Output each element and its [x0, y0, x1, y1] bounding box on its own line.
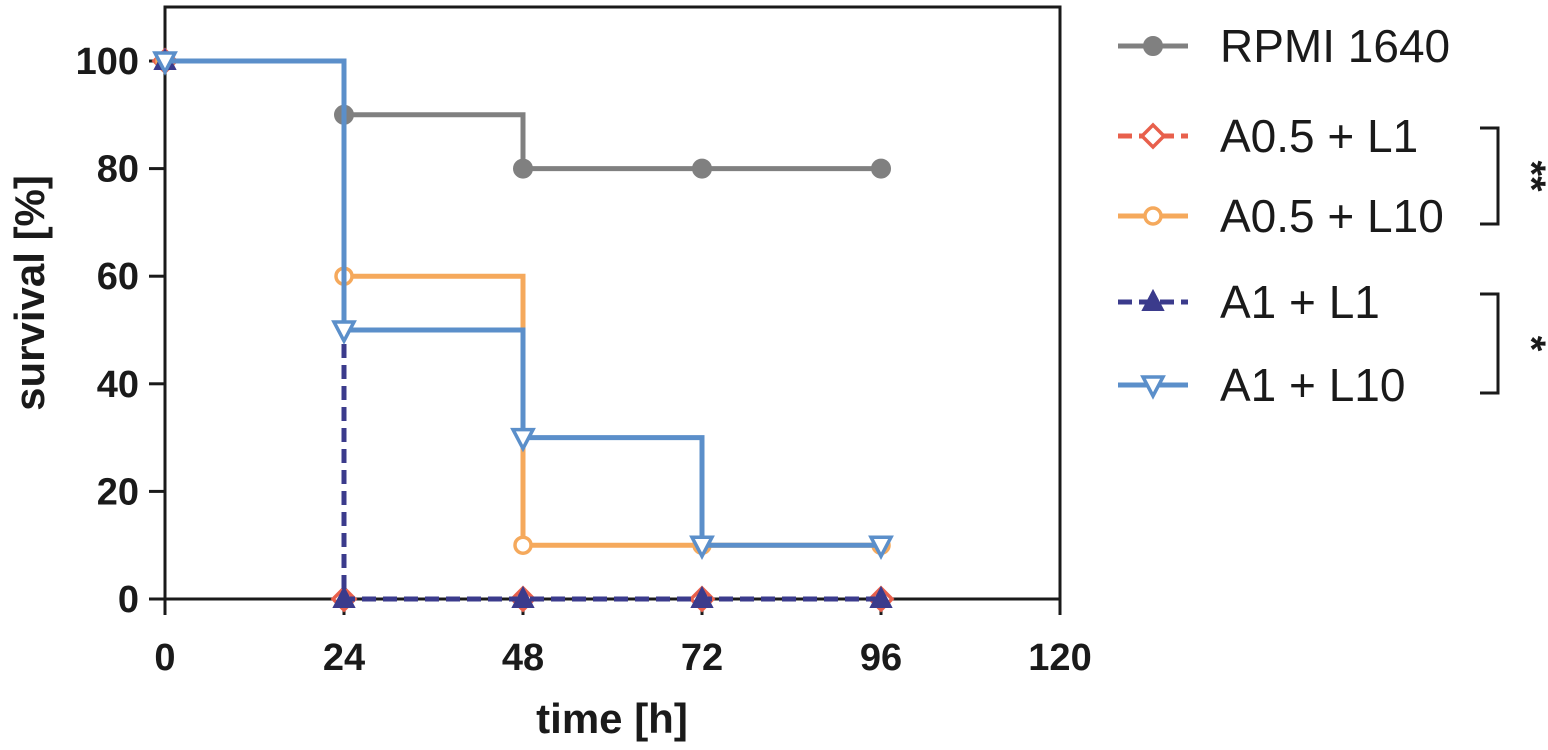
- legend-item-a0-5-l10: A0.5 + L10: [1118, 190, 1444, 242]
- point-a1-l10-24: [331, 320, 357, 345]
- y-tick-label-20: 20: [97, 471, 139, 513]
- point-a1-l10-72: [689, 535, 715, 560]
- legend-label-a1-l1: A1 + L1: [1220, 276, 1380, 328]
- y-tick-label-80: 80: [97, 149, 139, 191]
- legend-marker-a1-l10: [1140, 375, 1166, 400]
- series-a1-l10: [152, 51, 894, 560]
- point-a1-l1-24: [332, 585, 356, 608]
- point-rpmi-1640-96: [871, 158, 891, 179]
- x-tick-label-96: 96: [860, 637, 902, 679]
- x-axis: 0 24 48 72 96 120: [154, 599, 1092, 679]
- sig-bracket-single: [1480, 292, 1500, 395]
- y-axis-title: survival [%]: [6, 175, 53, 411]
- sig-label-double: **: [1509, 160, 1548, 192]
- series-layer: [151, 47, 895, 613]
- legend-item-a0-5-l1: A0.5 + L1: [1118, 110, 1418, 162]
- x-tick-label-48: 48: [502, 637, 544, 679]
- sig-label-single: *: [1509, 336, 1548, 352]
- x-axis-title: time [h]: [536, 695, 688, 742]
- legend-marker-a0-5-l1: [1139, 122, 1167, 150]
- point-a1-l1-96: [869, 585, 893, 608]
- point-a1-l10-0: [152, 51, 178, 76]
- legend-item-a1-l1: A1 + L1: [1118, 276, 1380, 328]
- legend-marker-a0-5-l10: [1143, 206, 1163, 226]
- series-line-rpmi-1640: [165, 58, 881, 172]
- legend-marker-rpmi-1640: [1143, 36, 1163, 56]
- legend-label-a0-5-l10: A0.5 + L10: [1220, 190, 1444, 242]
- x-tick-label-24: 24: [323, 637, 365, 679]
- y-tick-label-100: 100: [76, 41, 139, 83]
- legend-label-rpmi-1640: RPMI 1640: [1220, 20, 1450, 72]
- y-axis: 0 20 40 60 80 100: [76, 41, 165, 621]
- sig-bracket-double: [1480, 126, 1500, 226]
- legend-item-rpmi-1640: RPMI 1640: [1118, 20, 1450, 72]
- point-rpmi-1640-48: [513, 158, 533, 179]
- legend-item-a1-l10: A1 + L10: [1118, 359, 1405, 411]
- x-tick-label-72: 72: [681, 637, 723, 679]
- legend-marker-a1-l1: [1141, 288, 1165, 311]
- x-tick-label-0: 0: [154, 637, 175, 679]
- point-a0-5-l10-48: [513, 535, 533, 555]
- x-tick-label-120: 120: [1028, 637, 1091, 679]
- point-a1-l10-96: [868, 535, 894, 560]
- legend-label-a0-5-l1: A0.5 + L1: [1220, 110, 1418, 162]
- significance-brackets: ***: [1480, 126, 1548, 395]
- legend: RPMI 1640 A0.5 + L1 A0.5 + L10 A1 + L1 A1 + …: [1118, 20, 1450, 411]
- point-a1-l10-48: [510, 427, 536, 453]
- series-rpmi-1640: [155, 51, 891, 179]
- y-tick-label-60: 60: [97, 256, 139, 298]
- point-rpmi-1640-72: [692, 158, 712, 179]
- series-line-a1-l10: [165, 58, 881, 548]
- y-tick-label-40: 40: [97, 364, 139, 406]
- plot-frame: [163, 5, 1062, 601]
- legend-label-a1-l10: A1 + L10: [1220, 359, 1405, 411]
- point-a1-l1-48: [511, 585, 535, 608]
- y-tick-label-0: 0: [118, 579, 139, 621]
- point-a1-l1-72: [690, 585, 714, 608]
